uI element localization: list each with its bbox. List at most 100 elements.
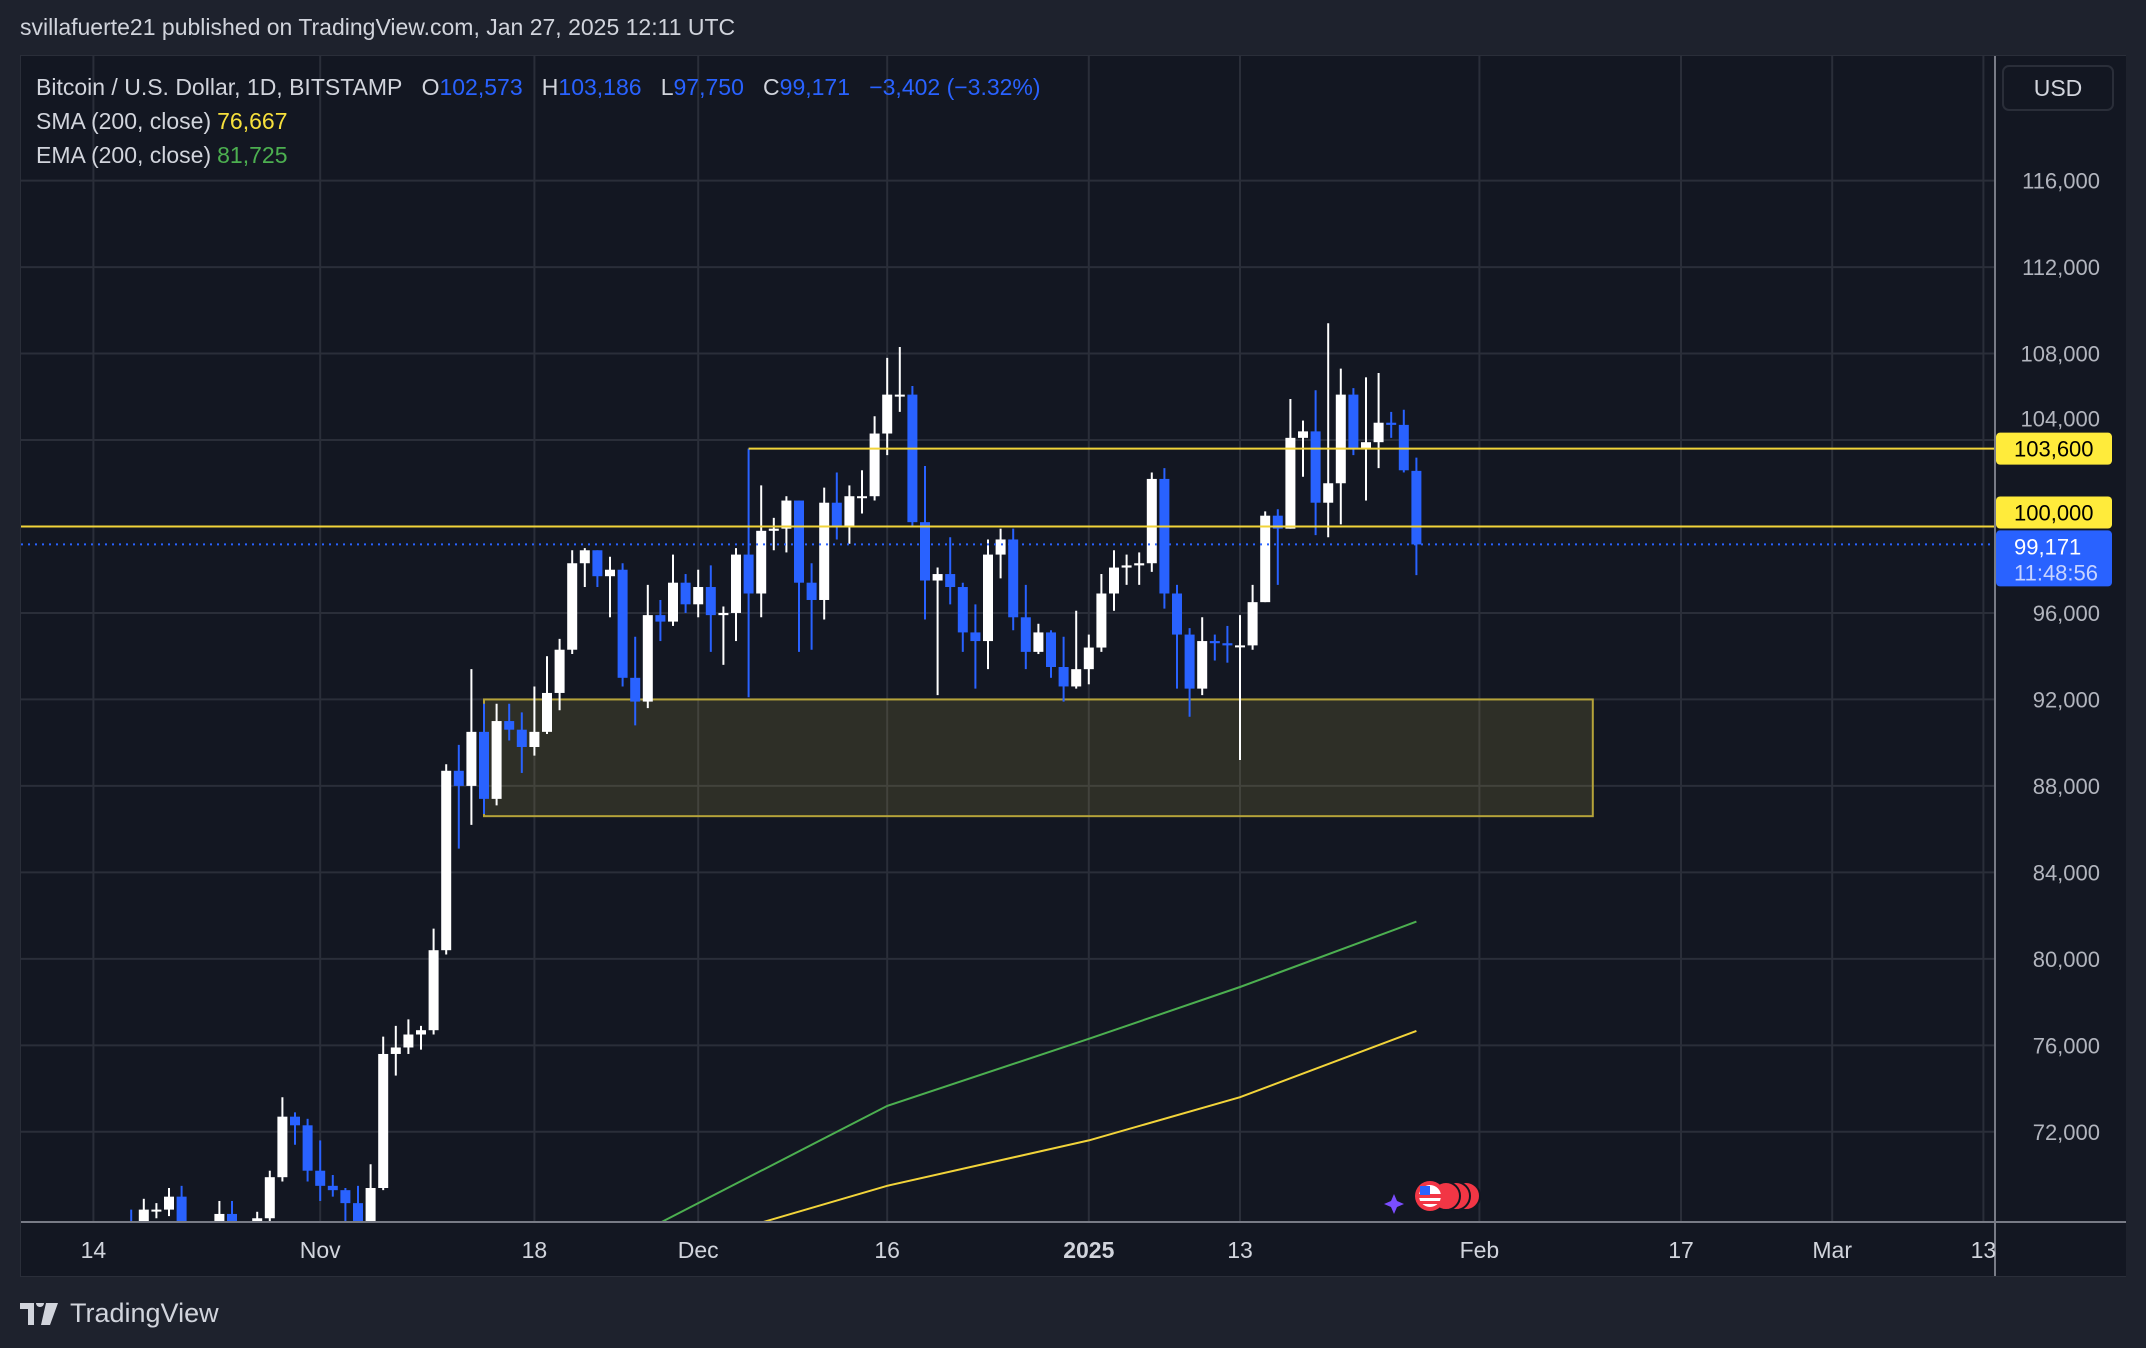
candle[interactable] — [1121, 554, 1132, 585]
candle[interactable] — [819, 487, 830, 620]
candle[interactable] — [290, 1112, 300, 1145]
candle[interactable] — [453, 744, 464, 849]
candle[interactable] — [1172, 584, 1182, 689]
candle[interactable] — [1020, 584, 1031, 670]
candle[interactable] — [743, 448, 754, 698]
candle[interactable] — [844, 485, 855, 544]
candle[interactable] — [1159, 468, 1170, 609]
candle[interactable] — [1348, 388, 1359, 456]
candle[interactable] — [516, 712, 527, 773]
candle[interactable] — [907, 385, 918, 527]
candle[interactable] — [932, 567, 943, 696]
candle[interactable] — [353, 1185, 363, 1244]
candle[interactable] — [668, 554, 678, 626]
candle[interactable] — [1247, 584, 1258, 650]
candle[interactable] — [882, 357, 893, 456]
candle[interactable] — [579, 548, 590, 588]
candle[interactable] — [277, 1097, 288, 1182]
candle[interactable] — [1071, 610, 1082, 689]
candle[interactable] — [491, 703, 502, 806]
ema-200-line[interactable] — [659, 920, 1417, 1223]
candle[interactable] — [617, 563, 628, 687]
candle[interactable] — [957, 582, 968, 652]
candle[interactable] — [1096, 574, 1107, 652]
candle[interactable] — [504, 703, 515, 741]
candle[interactable] — [340, 1187, 351, 1229]
symbol-title[interactable]: Bitcoin / U.S. Dollar, 1D, BITSTAMP — [36, 74, 403, 100]
candle[interactable] — [227, 1200, 237, 1272]
candle[interactable] — [151, 1203, 162, 1219]
candle[interactable] — [983, 539, 993, 670]
candle[interactable] — [920, 465, 930, 620]
candle[interactable] — [945, 537, 956, 605]
candle[interactable] — [1008, 528, 1019, 631]
candle[interactable] — [1335, 368, 1346, 525]
candle[interactable] — [731, 548, 741, 642]
candle[interactable] — [1386, 411, 1397, 438]
candle[interactable] — [768, 517, 779, 551]
candle[interactable] — [138, 1198, 149, 1238]
candle[interactable] — [1361, 377, 1371, 501]
candle[interactable] — [806, 563, 817, 650]
candle[interactable] — [1235, 615, 1245, 760]
candle[interactable] — [970, 604, 981, 689]
candle[interactable] — [1323, 323, 1334, 538]
candle[interactable] — [428, 928, 439, 1035]
price-axis[interactable] — [1995, 56, 2126, 1276]
candle[interactable] — [1184, 628, 1195, 717]
candle[interactable] — [705, 565, 716, 652]
candle[interactable] — [1310, 390, 1321, 536]
candle[interactable] — [567, 550, 578, 655]
candle[interactable] — [529, 686, 540, 756]
candle[interactable] — [1058, 636, 1069, 702]
candle[interactable] — [857, 470, 867, 514]
candle[interactable] — [315, 1140, 326, 1201]
candle[interactable] — [479, 703, 489, 815]
candle[interactable] — [542, 656, 552, 735]
candle[interactable] — [1033, 623, 1044, 655]
economic-events[interactable] — [1384, 1181, 1481, 1214]
candle[interactable] — [680, 574, 691, 613]
candle[interactable] — [264, 1170, 275, 1227]
candle[interactable] — [1260, 511, 1271, 603]
candle[interactable] — [1209, 634, 1220, 661]
candle[interactable] — [164, 1187, 174, 1217]
candle[interactable] — [630, 636, 641, 726]
candle[interactable] — [592, 550, 603, 588]
candle[interactable] — [1146, 472, 1157, 572]
candle[interactable] — [554, 638, 565, 711]
tradingview-logo[interactable]: TradingView — [20, 1298, 219, 1329]
candle[interactable] — [1411, 457, 1422, 576]
candle[interactable] — [1083, 634, 1094, 685]
candle[interactable] — [693, 569, 704, 618]
candle[interactable] — [655, 599, 666, 642]
candle[interactable] — [403, 1019, 414, 1054]
candle[interactable] — [390, 1025, 401, 1076]
candle[interactable] — [466, 669, 477, 825]
candle[interactable] — [1046, 630, 1056, 678]
sma-200-line[interactable] — [760, 1029, 1417, 1223]
candle[interactable] — [189, 1223, 199, 1249]
candle[interactable] — [831, 472, 842, 540]
candle[interactable] — [894, 347, 905, 412]
candle[interactable] — [176, 1185, 187, 1249]
candle[interactable] — [781, 496, 792, 553]
candle[interactable] — [441, 764, 452, 955]
candle[interactable] — [327, 1175, 338, 1197]
candle[interactable] — [240, 1231, 250, 1250]
candle[interactable] — [1398, 409, 1409, 473]
candle[interactable] — [126, 1209, 136, 1247]
candle[interactable] — [995, 528, 1006, 579]
candle[interactable] — [1285, 398, 1296, 529]
candle[interactable] — [642, 584, 653, 709]
candle[interactable] — [416, 1025, 426, 1050]
candle[interactable] — [1134, 552, 1145, 585]
candle[interactable] — [378, 1036, 389, 1191]
currency-button[interactable]: USD — [2034, 75, 2083, 101]
candle[interactable] — [718, 606, 729, 665]
sma-row[interactable]: SMA (200, close) 76,667 — [36, 104, 1041, 138]
candle[interactable] — [869, 416, 880, 501]
candle[interactable] — [1272, 509, 1283, 585]
us-flag-icon[interactable] — [1415, 1181, 1445, 1211]
